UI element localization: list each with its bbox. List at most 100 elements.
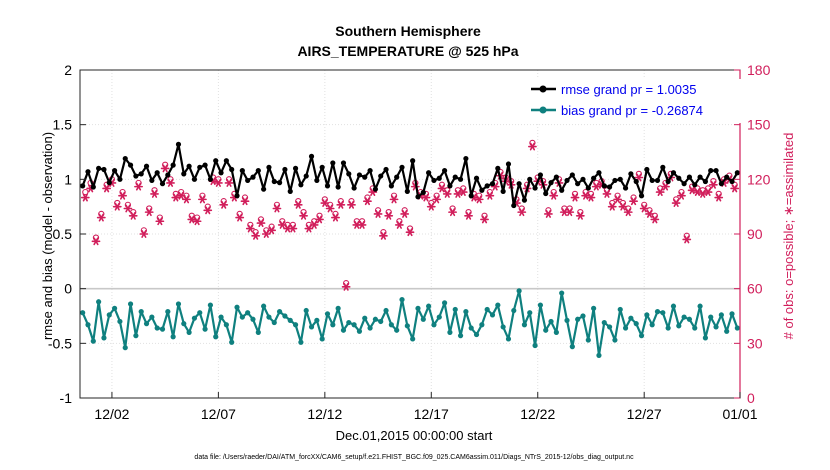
bias-data-point xyxy=(612,337,618,343)
asterisk-stroke xyxy=(226,179,232,187)
asterisk-stroke xyxy=(434,195,440,204)
bias-data-point xyxy=(638,333,645,339)
rmse-data-point xyxy=(622,185,629,191)
rmse-data-point xyxy=(516,181,522,187)
rmse-data-point xyxy=(90,184,96,190)
rmse-data-point xyxy=(612,177,618,184)
asterisk-stroke xyxy=(545,210,551,218)
bias-data-point xyxy=(245,310,251,316)
rmse-data-point xyxy=(127,162,134,168)
bias-data-point xyxy=(564,317,570,323)
rmse-data-point xyxy=(223,158,229,164)
bias-data-point xyxy=(628,315,634,321)
obs-assimilated-marker xyxy=(549,191,559,200)
obs-assimilated-marker xyxy=(160,164,170,173)
obs-assimilated-marker xyxy=(363,197,372,206)
rmse-data-point xyxy=(638,193,645,199)
bias-data-point xyxy=(511,307,517,314)
y-tick-label: -0.5 xyxy=(48,335,72,351)
asterisk-stroke xyxy=(396,220,402,229)
rmse-data-point xyxy=(521,197,528,203)
obs-assimilated-marker xyxy=(714,193,724,202)
obs-assimilated-marker xyxy=(251,231,261,240)
obs-assimilated-marker xyxy=(80,193,90,202)
rmse-data-point xyxy=(575,181,581,187)
asterisk-stroke xyxy=(130,211,136,220)
obs-assimilated-marker xyxy=(144,208,154,217)
rmse-data-point xyxy=(287,188,293,194)
asterisk-stroke xyxy=(189,215,195,224)
rmse-data-point xyxy=(133,173,139,179)
asterisk-stroke xyxy=(577,211,583,220)
rmse-data-point xyxy=(303,173,309,179)
bias-data-point xyxy=(394,327,400,333)
rmse-data-point xyxy=(149,177,155,184)
rmse-data-point xyxy=(197,164,203,170)
asterisk-stroke xyxy=(359,220,365,229)
y-axis-label: rmse and bias (model - observation) xyxy=(40,132,55,340)
obs-assimilated-marker xyxy=(155,217,165,226)
asterisk-stroke xyxy=(529,142,536,151)
obs-assimilated-marker xyxy=(288,224,298,233)
rmse-data-point xyxy=(591,175,597,181)
rmse-data-point xyxy=(410,158,416,164)
bias-data-point xyxy=(138,309,144,315)
rmse-data-point xyxy=(628,171,634,177)
obs-assimilated-marker xyxy=(112,202,122,211)
asterisk-stroke xyxy=(205,206,211,215)
bias-data-point xyxy=(622,325,629,331)
obs-assimilated-marker xyxy=(586,193,596,202)
rmse-data-point xyxy=(314,177,320,184)
rmse-data-point xyxy=(362,174,368,180)
obs-assimilated-marker xyxy=(458,188,468,197)
asterisk-stroke xyxy=(348,200,355,209)
rmse-data-point xyxy=(239,167,245,174)
rmse-data-point xyxy=(399,164,405,170)
bias-data-point xyxy=(111,305,118,311)
obs-assimilated-marker xyxy=(432,195,442,204)
obs-assimilated-marker xyxy=(373,210,383,218)
rmse-data-point xyxy=(553,174,559,180)
bias-data-point xyxy=(521,322,528,328)
rmse-data-point xyxy=(734,170,740,176)
bias-data-point xyxy=(234,304,240,310)
bias-data-point xyxy=(218,314,224,320)
bias-data-point xyxy=(159,326,166,332)
rmse-data-point xyxy=(250,174,256,180)
obs-assimilated-marker xyxy=(192,217,202,226)
obs-assimilated-marker xyxy=(261,230,271,238)
obs-assimilated-marker xyxy=(730,184,740,193)
x-tick-label: 12/27 xyxy=(627,406,662,422)
rmse-data-point xyxy=(543,190,549,197)
asterisk-stroke xyxy=(588,193,594,202)
bias-data-point xyxy=(165,309,171,315)
tick-labels: -1 -0.5 0 0.5 1 1.5 2 0 30 60 90 120 150 180 12/02 12/0… xyxy=(48,62,771,422)
asterisk-stroke xyxy=(630,197,637,206)
bias-data-point xyxy=(575,316,581,322)
x-tick-label: 12/02 xyxy=(94,406,129,422)
rmse-data-point xyxy=(559,187,565,193)
asterisk-stroke xyxy=(93,237,99,246)
asterisk-stroke xyxy=(290,224,296,233)
bias-data-point xyxy=(133,333,139,339)
obs-assimilated-marker xyxy=(570,193,580,202)
bias-data-point xyxy=(101,335,107,341)
obs-assimilated-marker xyxy=(91,237,101,246)
asterisk-stroke xyxy=(125,204,131,213)
bias-data-point xyxy=(532,342,538,349)
rmse-data-point xyxy=(117,176,123,182)
bias-data-point xyxy=(415,305,421,311)
obs-assimilated-marker xyxy=(677,191,686,200)
rmse-data-point xyxy=(96,165,102,171)
rmse-data-point xyxy=(367,167,373,174)
bias-data-point xyxy=(708,314,714,320)
asterisk-stroke xyxy=(178,191,184,200)
bias-data-point xyxy=(601,319,607,326)
obs-assimilated-marker xyxy=(528,142,537,151)
asterisk-stroke xyxy=(274,204,280,213)
bias-data-point xyxy=(473,331,480,338)
rmse-data-point xyxy=(724,174,730,180)
y-tick-label: 2 xyxy=(64,62,72,78)
bias-data-point xyxy=(85,322,91,328)
asterisk-stroke xyxy=(316,215,323,224)
